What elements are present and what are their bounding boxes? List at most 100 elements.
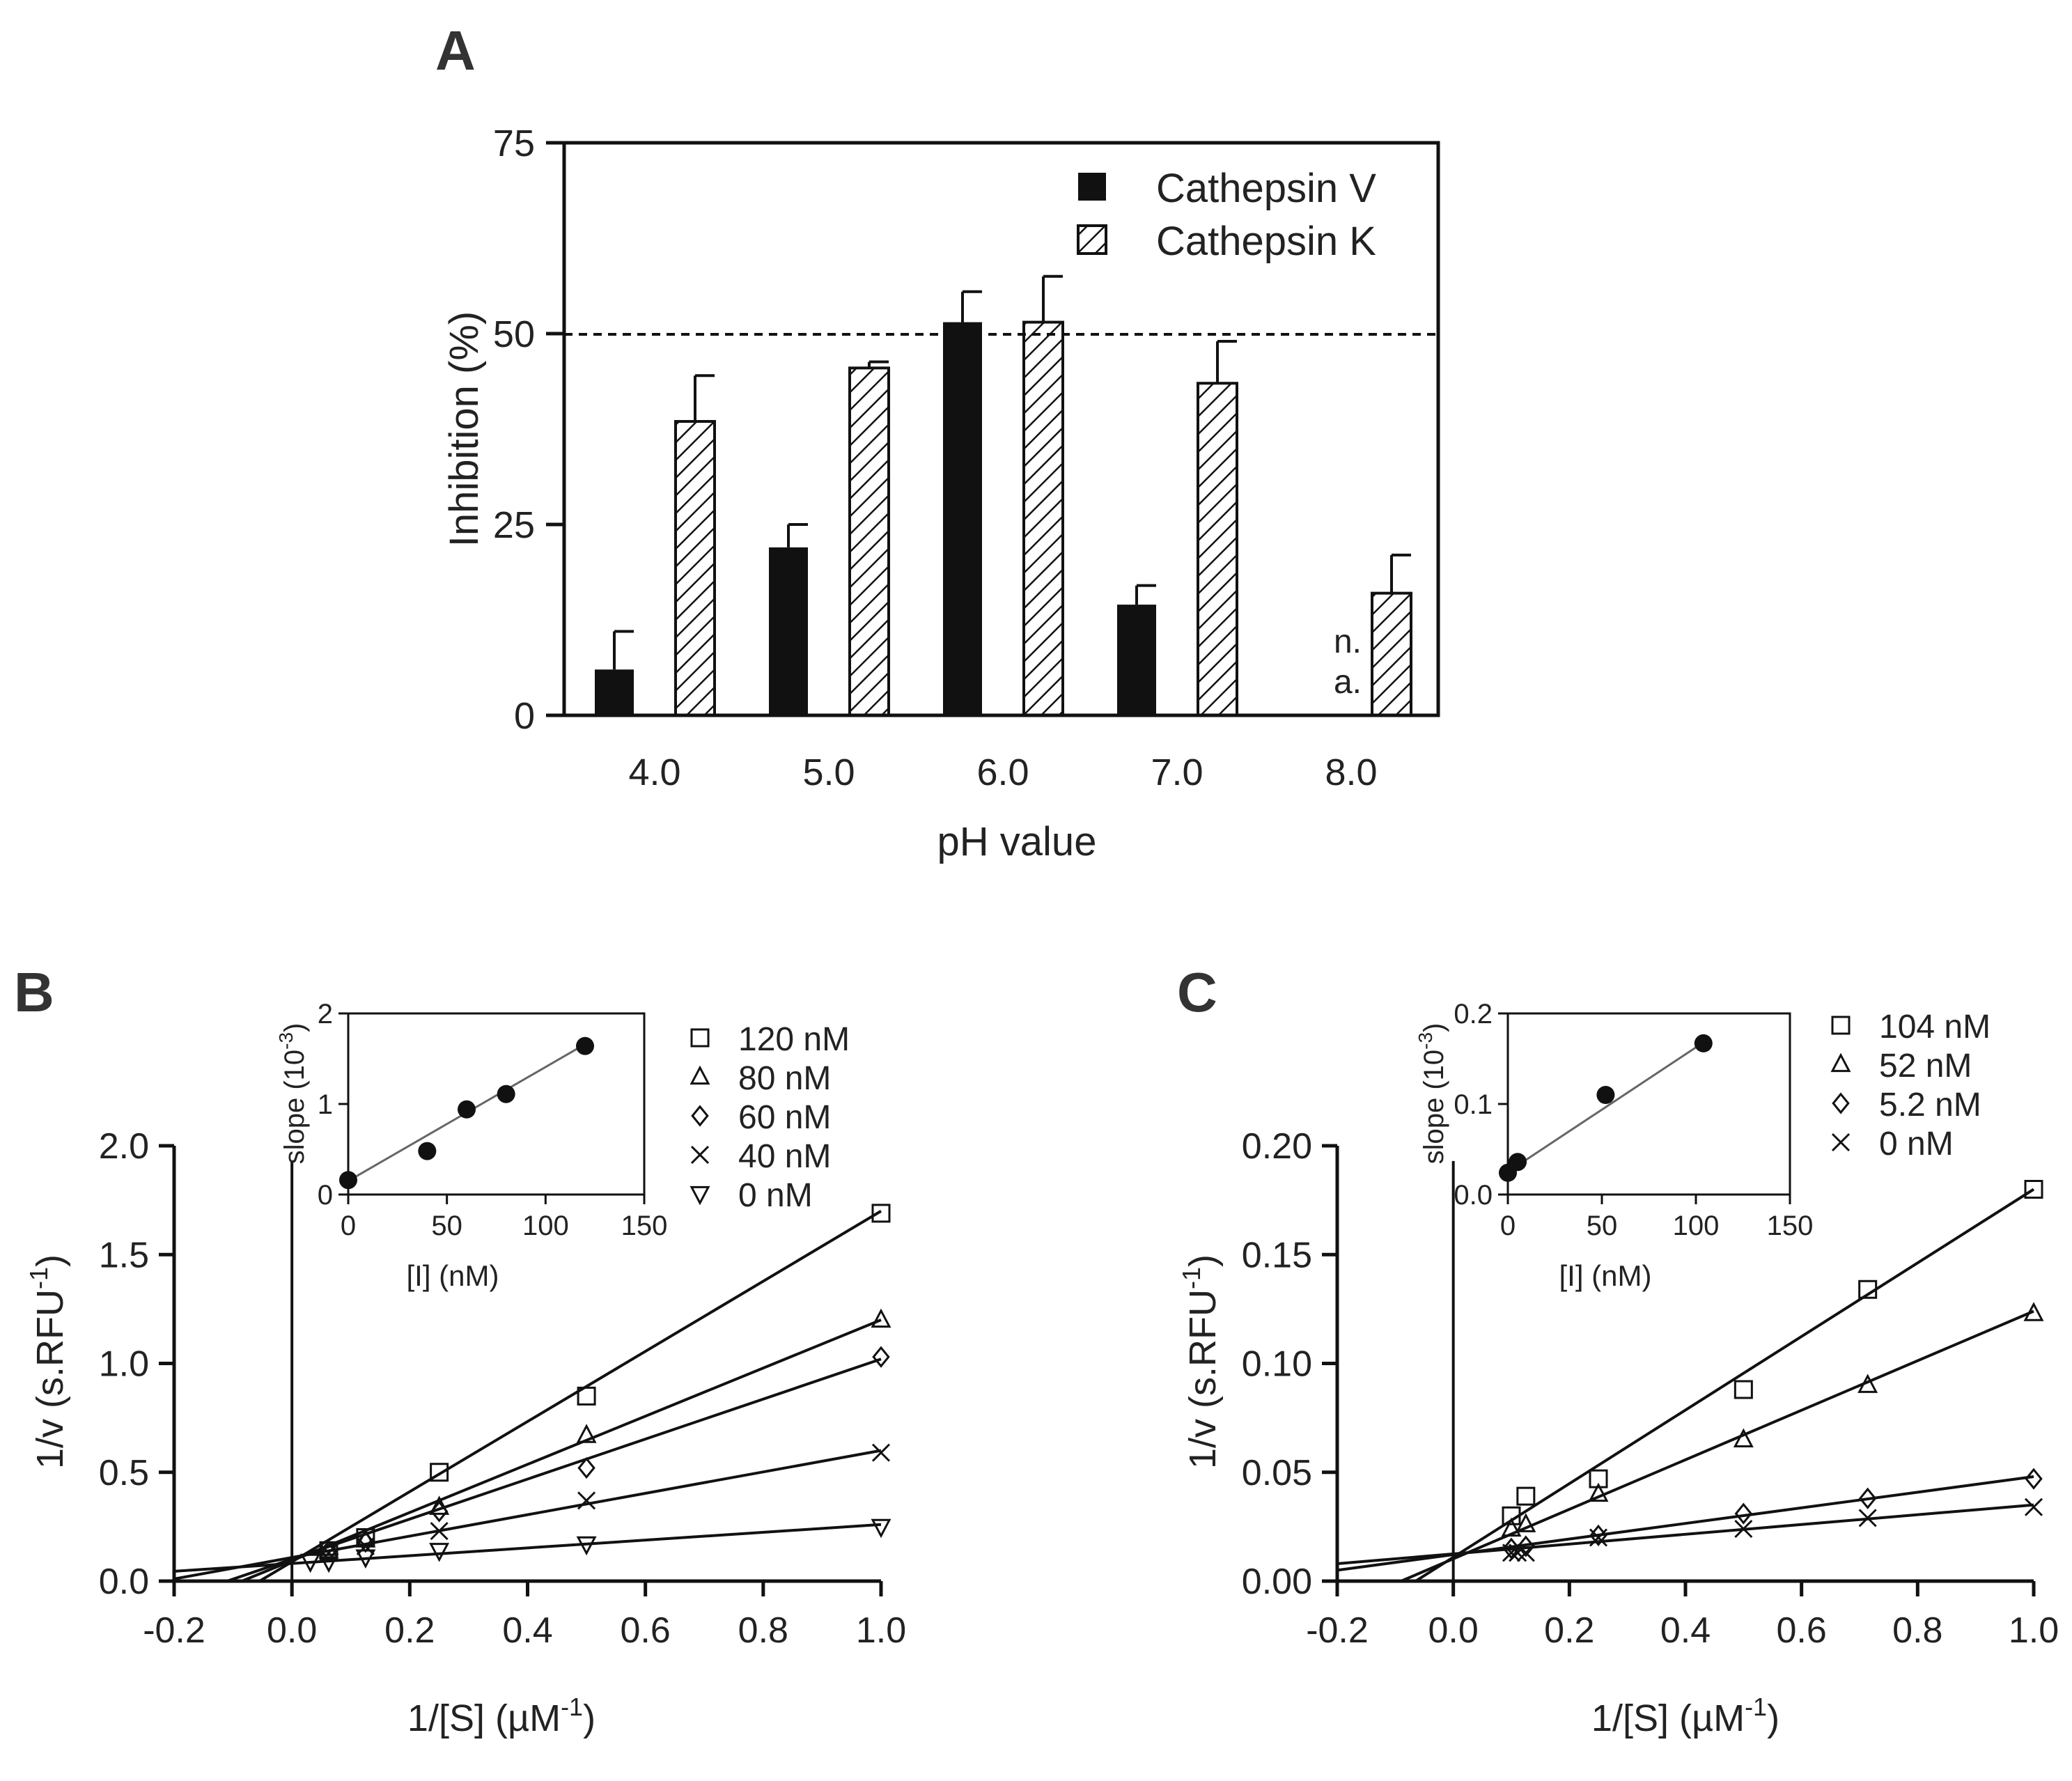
c-inset-y-tick-label-0.1: 0.1 bbox=[1454, 1089, 1493, 1120]
bar-cathepsin-v-ph-5.0 bbox=[769, 547, 808, 715]
c-x-tick-label-0.8: 0.8 bbox=[1892, 1610, 1942, 1651]
c-point-5-2-nM-4 bbox=[1858, 1487, 1877, 1509]
c-point-0-nM-1 bbox=[1509, 1543, 1527, 1562]
c-point-0-nM-3 bbox=[1589, 1528, 1608, 1547]
y-tick-label-25: 25 bbox=[493, 504, 535, 546]
b-legend-label-1: 80 nM bbox=[738, 1060, 831, 1097]
b-inset-point-2 bbox=[458, 1100, 476, 1119]
bar-cathepsin-v-ph-4.0 bbox=[595, 669, 634, 715]
c-point-104-nM-5 bbox=[2024, 1180, 2043, 1199]
b-point-0-nM-2 bbox=[355, 1549, 376, 1569]
b-x-tick-label-0.4: 0.4 bbox=[502, 1610, 552, 1651]
bar-cathepsin-k-ph-8.0 bbox=[1371, 591, 1412, 717]
c-inset-point-2 bbox=[1596, 1086, 1615, 1104]
c-point-104-nM-3 bbox=[1734, 1380, 1753, 1399]
panel-a: A 0 25 50 75 4.0 5.0 6.0 7.0 8.0 pH value Inhib… bbox=[435, 20, 1440, 864]
c-inset-x-tick-label-150: 150 bbox=[1767, 1211, 1814, 1241]
b-inset-x-tick-label-100: 100 bbox=[522, 1211, 569, 1241]
b-point-40-nM-2 bbox=[430, 1522, 449, 1541]
b-fit-line-3 bbox=[173, 1449, 882, 1580]
panel-a-y-axis-title: Inhibition (%) bbox=[442, 311, 487, 547]
b-fit-line-1 bbox=[241, 1319, 882, 1582]
c-point-0-nM-2 bbox=[1516, 1543, 1535, 1562]
b-inset-point-4 bbox=[576, 1036, 594, 1055]
c-inset-frame bbox=[1506, 1012, 1791, 1196]
c-inset-point-3 bbox=[1694, 1034, 1713, 1052]
legend-swatch-cathepsin-k bbox=[1077, 224, 1107, 255]
b-legend-marker-3 bbox=[690, 1145, 710, 1165]
c-legend-marker-3 bbox=[1831, 1133, 1851, 1152]
b-point-80-nM-4 bbox=[871, 1308, 891, 1328]
b-point-120-nM-4 bbox=[871, 1204, 891, 1223]
b-inset-point-1 bbox=[418, 1142, 437, 1160]
c-x-tick-label-0.2: 0.2 bbox=[1544, 1610, 1594, 1651]
c-point-5-2-nM-1 bbox=[1517, 1535, 1535, 1557]
legend-swatch-cathepsin-v bbox=[1078, 173, 1106, 201]
x-tick-label-ph-5.0: 5.0 bbox=[802, 752, 855, 793]
b-x-tick-label-0.0: 0.0 bbox=[267, 1610, 317, 1651]
b-y-tick-label-1.0: 1.0 bbox=[99, 1344, 149, 1385]
panel-a-legend: Cathepsin V Cathepsin K bbox=[1077, 166, 1376, 264]
c-inset-point-1 bbox=[1509, 1153, 1527, 1172]
x-tick-label-ph-6.0: 6.0 bbox=[976, 752, 1029, 793]
panel-a-plot-frame bbox=[562, 141, 1440, 717]
c-legend-marker-1 bbox=[1830, 1052, 1851, 1073]
panel-a-x-axis-title: pH value bbox=[937, 819, 1097, 864]
c-fit-line-1 bbox=[1400, 1309, 2034, 1582]
c-y-tick-label-0.00: 0.00 bbox=[1242, 1562, 1312, 1602]
panel-c-label: C bbox=[1177, 961, 1217, 1023]
c-x-tick-label-1.0: 1.0 bbox=[2009, 1610, 2059, 1651]
panel-c-y-axis-title: 1/v (s.RFU-1) bbox=[1177, 1254, 1224, 1469]
b-point-40-nM-1 bbox=[356, 1537, 375, 1556]
b-point-120-nM-2 bbox=[430, 1463, 449, 1482]
b-inset-x-tick-label-150: 150 bbox=[621, 1211, 668, 1241]
b-point-120-nM-3 bbox=[577, 1386, 596, 1406]
c-legend-label-0: 104 nM bbox=[1879, 1009, 1991, 1045]
b-legend-label-4: 0 nM bbox=[738, 1177, 813, 1214]
c-point-0-nM-0 bbox=[1502, 1543, 1521, 1562]
c-inset-fit-line bbox=[1507, 1041, 1704, 1173]
b-x-tick-label-0.2: 0.2 bbox=[384, 1610, 435, 1651]
c-legend-label-3: 0 nM bbox=[1879, 1126, 1954, 1162]
c-inset-y-tick-label-0.0: 0.0 bbox=[1454, 1180, 1493, 1211]
panel-b-inset-plot: 0 50 100 150 0 1 2 bbox=[318, 999, 668, 1241]
b-y-tick-label-1.5: 1.5 bbox=[99, 1235, 149, 1275]
c-x-tick-label--0.2: -0.2 bbox=[1306, 1610, 1369, 1651]
c-point-104-nM-4 bbox=[1858, 1280, 1878, 1299]
panel-b-y-axis-title: 1/v (s.RFU-1) bbox=[24, 1254, 71, 1469]
c-point-0-nM-6 bbox=[2024, 1498, 2043, 1516]
bar-cathepsin-k-ph-4.0 bbox=[674, 420, 716, 717]
c-fit-line-3 bbox=[1337, 1503, 2034, 1565]
panel-c-inset-y-axis-title: slope (10-3) bbox=[1415, 1023, 1449, 1165]
c-x-tick-label-0.4: 0.4 bbox=[1660, 1610, 1711, 1651]
b-x-tick-label-1.0: 1.0 bbox=[856, 1610, 906, 1651]
y-tick-label-0: 0 bbox=[514, 695, 535, 737]
b-x-tick-label--0.2: -0.2 bbox=[143, 1610, 205, 1651]
bar-cathepsin-k-ph-6.0 bbox=[1022, 320, 1064, 717]
b-inset-y-tick-label-2: 2 bbox=[318, 999, 333, 1029]
bar-cathepsin-k-ph-7.0 bbox=[1197, 382, 1238, 717]
c-legend-label-1: 52 nM bbox=[1879, 1048, 1972, 1084]
c-point-0-nM-4 bbox=[1734, 1519, 1753, 1539]
c-legend-label-2: 5.2 nM bbox=[1879, 1087, 1981, 1123]
b-inset-y-tick-label-0: 0 bbox=[318, 1180, 333, 1211]
panel-c: C -0.2 0.0 0.2 0.4 0.6 0.8 1.00.000.050.100.15… bbox=[1177, 961, 2059, 1739]
c-y-tick-label-0.05: 0.05 bbox=[1242, 1453, 1312, 1493]
c-point-52-nM-0 bbox=[1501, 1517, 1522, 1537]
panel-c-main-plot: -0.2 0.0 0.2 0.4 0.6 0.8 1.00.000.050.100.150.… bbox=[1242, 1126, 2059, 1651]
b-point-40-nM-4 bbox=[871, 1443, 891, 1462]
panel-b-label: B bbox=[14, 961, 54, 1023]
b-inset-x-tick-label-50: 50 bbox=[431, 1211, 462, 1241]
x-tick-label-ph-8.0: 8.0 bbox=[1325, 752, 1377, 793]
c-fit-line-0 bbox=[1415, 1188, 2035, 1582]
b-point-0-nM-1 bbox=[318, 1553, 339, 1573]
c-point-104-nM-1 bbox=[1516, 1486, 1536, 1506]
c-point-104-nM-0 bbox=[1502, 1506, 1521, 1525]
b-fit-line-4 bbox=[173, 1523, 882, 1573]
panel-a-x-axis: 4.0 5.0 6.0 7.0 8.0 bbox=[628, 752, 1377, 793]
panel-a-y-axis: 0 25 50 75 bbox=[493, 123, 564, 737]
panel-b-inset-y-axis-title: slope (10-3) bbox=[275, 1023, 310, 1165]
